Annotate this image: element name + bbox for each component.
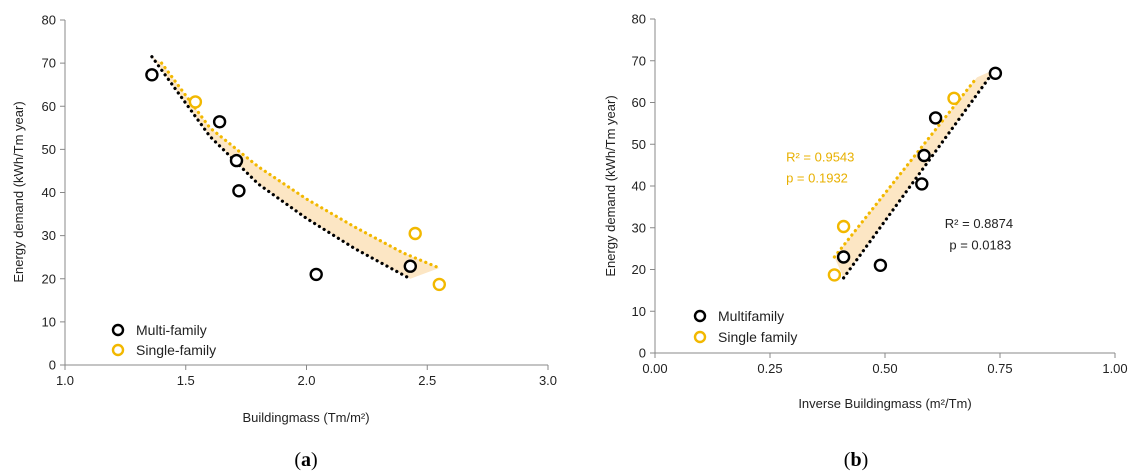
chart-a-legend-label: Multi-family [136,322,207,338]
chart-a-point-multi [403,259,417,273]
chart-b-panel-letter: b [850,449,861,471]
chart-b-confidence-band [834,69,996,278]
chart-a-point-multi [232,184,246,198]
chart-b-x-tick-label: 1.00 [1102,361,1127,376]
chart-a-legend-label: Single-family [136,342,216,358]
chart-a-trendline-multi [150,55,412,281]
chart-b-x-tick-label: 0.00 [642,361,667,376]
chart-b-annotation-r2: R² = 0.8874 [945,216,1013,231]
chart-a-y-tick-label: 80 [42,13,56,28]
chart-a-y-tick-label: 10 [42,314,56,329]
chart-b-point-multi [988,66,1003,81]
chart-b-trendline-multi [842,67,997,280]
chart-a-x-tick-label: 1.0 [56,373,74,388]
chart-b-point-single [827,268,842,282]
chart-a-y-tick-label: 0 [49,358,56,373]
chart-a-y-tick-label: 20 [42,271,56,286]
chart-a-point-multi [309,267,323,282]
chart-b-annotation-r2: R² = 0.9543 [786,149,854,164]
chart-a-legend-marker [111,323,125,337]
chart-b-legend-label: Multifamily [718,308,784,324]
chart-b-point-multi [917,148,931,163]
chart-b-point-multi [873,258,888,272]
chart-b-y-tick-label: 80 [632,12,646,27]
chart-a-trendline-single [160,61,441,270]
chart-a-y-tick-label: 30 [42,228,56,243]
chart-a-legend-marker [111,343,125,357]
chart-b-legend-marker [693,309,707,323]
chart-b-y-tick-label: 0 [639,346,646,361]
chart-a-y-tick-label: 70 [42,56,56,71]
chart-b-annotation-p: p = 0.1932 [786,171,848,186]
chart-b-point-multi [915,177,929,191]
chart-a-xlabel: Buildingmass (Tm/m²) [242,410,369,425]
chart-a-point-multi [212,115,227,129]
chart-b-legend-marker [693,330,707,344]
chart-a-point-single [188,95,203,109]
chart-a-x-tick-label: 3.0 [539,373,557,388]
chart-b-y-tick-label: 10 [632,304,646,319]
chart-b-y-tick-label: 40 [632,179,646,194]
chart-a-confidence-band [151,56,440,279]
chart-b-y-tick-label: 30 [632,220,646,235]
chart-b-point-single [947,91,961,106]
chart-b-x-tick-label: 0.75 [987,361,1012,376]
chart-b-xlabel: Inverse Buildingmass (m²/Tm) [798,396,971,411]
chart-b: Energy demand (kWh/Tm year) Inverse Buil… [603,12,1128,472]
chart-a-x-tick-label: 2.0 [297,373,315,388]
chart-b-legend-label: Single family [718,329,797,345]
chart-a-y-tick-label: 40 [42,185,56,200]
chart-b-y-tick-label: 60 [632,95,646,110]
chart-a-point-multi [145,68,159,82]
chart-a-y-tick-label: 50 [42,142,56,157]
chart-b-y-tick-label: 70 [632,53,646,68]
chart-a-x-tick-label: 2.5 [418,373,436,388]
chart-b-point-multi [928,111,943,125]
chart-a-x-tick-label: 1.5 [177,373,195,388]
chart-a: Energy demand (kWh/Tm year) Buildingmass… [11,13,557,472]
chart-b-point-single [836,219,851,234]
chart-a-panel-label: (a) [294,449,317,471]
chart-b-x-tick-label: 0.25 [757,361,782,376]
chart-b-trendline-single [832,75,979,259]
chart-a-point-multi [229,153,244,168]
chart-a-ylabel: Energy demand (kWh/Tm year) [11,101,26,282]
chart-a-point-single [432,277,446,292]
chart-b-panel-label: (b) [844,449,868,471]
chart-a-y-tick-label: 60 [42,99,56,114]
chart-b-y-tick-label: 50 [632,137,646,152]
chart-b-ylabel: Energy demand (kWh/Tm year) [603,95,618,276]
chart-b-x-tick-label: 0.50 [872,361,897,376]
chart-b-point-multi [836,250,851,264]
chart-b-annotation-p: p = 0.0183 [949,237,1011,252]
chart-a-point-single [408,226,422,241]
chart-b-y-tick-label: 20 [632,262,646,277]
chart-a-panel-letter: a [301,449,311,471]
